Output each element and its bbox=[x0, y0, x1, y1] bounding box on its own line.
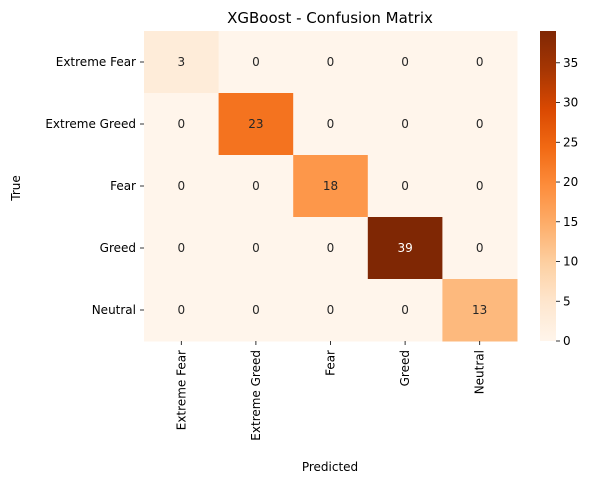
cell-value-label: 0 bbox=[177, 117, 185, 131]
x-tick-label: Extreme Fear bbox=[174, 350, 188, 430]
cell-value-label: 0 bbox=[252, 303, 260, 317]
heatmap-cell bbox=[218, 93, 294, 156]
cell-value-label: 0 bbox=[401, 117, 409, 131]
heatmap-cell bbox=[144, 279, 220, 342]
colorbar-gradient bbox=[540, 31, 556, 341]
colorbar-tick-label: 30 bbox=[563, 96, 578, 110]
heatmap-cell bbox=[442, 279, 518, 342]
heatmap-cell-labels: 3 0 0 0 0 0 23 0 0 0 0 0 18 0 0 0 0 0 39 0 0 0 0 0 13 bbox=[177, 55, 487, 317]
heatmap-cell bbox=[144, 155, 220, 218]
cell-value-label: 0 bbox=[327, 55, 335, 69]
colorbar-tick-label: 35 bbox=[563, 56, 578, 70]
colorbar-tick-label: 15 bbox=[563, 215, 578, 229]
heatmap-cell bbox=[442, 93, 518, 156]
cell-value-label: 0 bbox=[252, 241, 260, 255]
y-tick-label: Extreme Fear bbox=[56, 55, 136, 69]
cell-value-label: 39 bbox=[397, 241, 412, 255]
cell-value-label: 0 bbox=[252, 179, 260, 193]
heatmap-cell bbox=[367, 279, 443, 342]
x-tick-label: Fear bbox=[324, 350, 338, 376]
colorbar: 0 5 10 15 20 25 30 35 bbox=[540, 31, 578, 348]
colorbar-tick-label: 10 bbox=[563, 255, 578, 269]
cell-value-label: 18 bbox=[323, 179, 338, 193]
chart-title: XGBoost - Confusion Matrix bbox=[227, 9, 433, 27]
cell-value-label: 23 bbox=[248, 117, 263, 131]
heatmap-cell bbox=[367, 155, 443, 218]
colorbar-tick-label: 5 bbox=[563, 294, 571, 308]
cell-value-label: 0 bbox=[177, 241, 185, 255]
heatmap-cell bbox=[218, 279, 294, 342]
heatmap-cell bbox=[218, 217, 294, 280]
x-axis-label: Predicted bbox=[302, 460, 358, 474]
y-tick-label: Fear bbox=[110, 179, 136, 193]
cell-value-label: 0 bbox=[476, 179, 484, 193]
y-axis-label: True bbox=[9, 175, 23, 202]
cell-value-label: 0 bbox=[401, 303, 409, 317]
cell-value-label: 0 bbox=[401, 55, 409, 69]
y-tick-label: Neutral bbox=[92, 303, 136, 317]
heatmap-cells bbox=[144, 31, 518, 342]
cell-value-label: 0 bbox=[327, 303, 335, 317]
cell-value-label: 0 bbox=[476, 55, 484, 69]
y-axis-ticks: Extreme Fear Extreme Greed Fear Greed Neutra… bbox=[45, 55, 144, 317]
cell-value-label: 0 bbox=[177, 303, 185, 317]
heatmap-cell bbox=[442, 155, 518, 218]
heatmap-cell bbox=[144, 217, 220, 280]
cell-value-label: 0 bbox=[177, 179, 185, 193]
cell-value-label: 0 bbox=[476, 241, 484, 255]
heatmap-cell bbox=[293, 155, 369, 218]
cell-value-label: 0 bbox=[252, 55, 260, 69]
cell-value-label: 0 bbox=[327, 241, 335, 255]
heatmap-cell bbox=[367, 31, 443, 94]
x-axis-ticks: Extreme Fear Extreme Greed Fear Greed Neutra… bbox=[174, 341, 487, 441]
heatmap-cell bbox=[293, 217, 369, 280]
x-tick-label: Extreme Greed bbox=[249, 350, 263, 441]
heatmap-cell bbox=[367, 217, 443, 280]
heatmap-cell bbox=[218, 155, 294, 218]
heatmap-cell bbox=[293, 279, 369, 342]
heatmap-cell bbox=[218, 31, 294, 94]
cell-value-label: 0 bbox=[476, 117, 484, 131]
cell-value-label: 3 bbox=[177, 55, 185, 69]
cell-value-label: 0 bbox=[327, 117, 335, 131]
x-tick-label: Greed bbox=[398, 350, 412, 386]
colorbar-tick-label: 20 bbox=[563, 175, 578, 189]
heatmap-cell bbox=[293, 31, 369, 94]
heatmap-cell bbox=[442, 217, 518, 280]
colorbar-tick-label: 0 bbox=[563, 334, 571, 348]
heatmap-cell bbox=[144, 93, 220, 156]
heatmap-cell bbox=[367, 93, 443, 156]
heatmap-cell bbox=[442, 31, 518, 94]
y-tick-label: Extreme Greed bbox=[45, 117, 136, 131]
colorbar-tick-label: 25 bbox=[563, 135, 578, 149]
cell-value-label: 13 bbox=[472, 303, 487, 317]
heatmap-cell bbox=[293, 93, 369, 156]
heatmap-cell bbox=[144, 31, 220, 94]
x-tick-label: Neutral bbox=[473, 350, 487, 394]
y-tick-label: Greed bbox=[100, 241, 136, 255]
cell-value-label: 0 bbox=[401, 179, 409, 193]
